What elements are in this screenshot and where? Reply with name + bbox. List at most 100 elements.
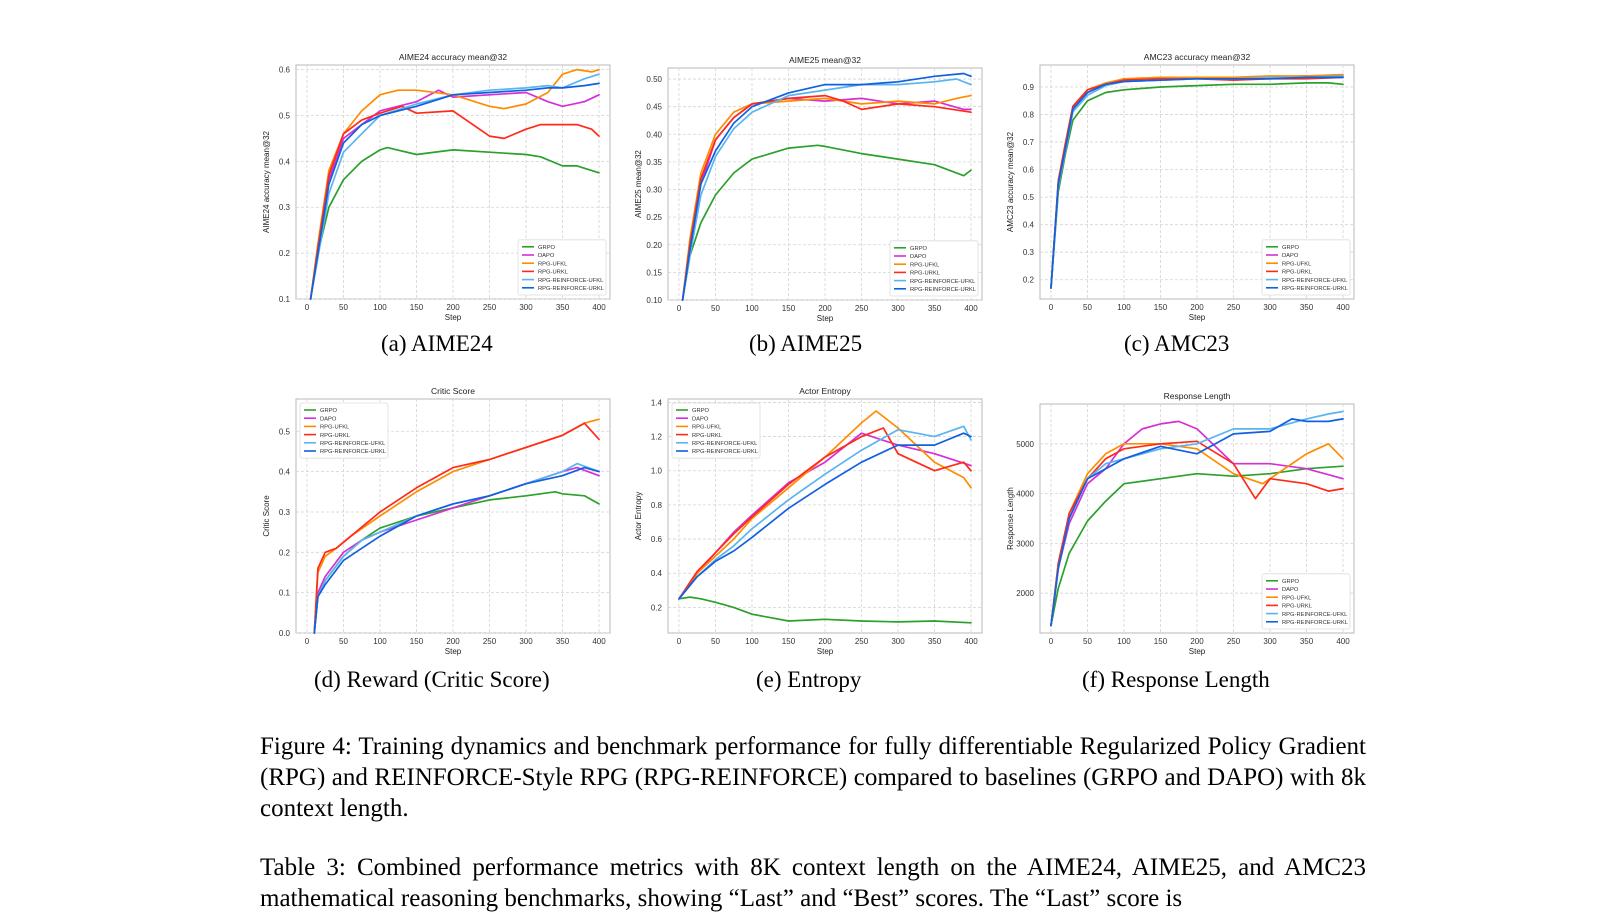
series-line-rpg-urkl (309, 105, 600, 300)
x-tick-label: 350 (1300, 637, 1314, 646)
legend-label: GRPO (692, 408, 710, 414)
x-axis-label: Step (445, 313, 462, 322)
x-tick-label: 150 (782, 637, 796, 646)
y-tick-label: 0.2 (1023, 276, 1035, 285)
legend-label: RPG-URKL (910, 271, 941, 277)
x-tick-label: 50 (711, 637, 720, 646)
y-tick-label: 0.5 (1023, 193, 1035, 202)
legend-label: RPG-UFKL (538, 261, 568, 267)
y-tick-label: 0.1 (279, 589, 291, 598)
y-tick-label: 0.3 (279, 203, 291, 212)
legend-label: DAPO (320, 416, 337, 422)
x-tick-label: 300 (1263, 637, 1277, 646)
figure-grid: 0 50 100 150 200 250 300 350 400 0.1 0.2 0.3 0.4 0.5 0… (262, 52, 1355, 656)
legend-box (889, 240, 979, 297)
x-tick-label: 0 (1049, 303, 1054, 312)
x-tick-label: 250 (483, 303, 497, 312)
legend-label: DAPO (910, 254, 927, 260)
y-tick-label: 0.5 (279, 427, 291, 436)
legend-label: RPG-URKL (1282, 270, 1313, 276)
legend-label: RPG-REINFORCE-UFKL (1282, 612, 1348, 618)
y-tick-label: 0.20 (646, 241, 662, 250)
series-line-grpo (309, 146, 600, 300)
legend-box (517, 239, 607, 296)
x-axis-label: Step (445, 647, 462, 656)
legend-label: GRPO (538, 245, 556, 251)
subcaption-d: (d) Reward (Critic Score) (314, 667, 550, 692)
legend: GRPO DAPO RPG-UFKL RPG-URKL RPG-REINFORCE-UF… (671, 402, 761, 459)
y-tick-label: 1.0 (651, 467, 663, 476)
chart-title: Actor Entropy (799, 386, 851, 396)
series-line-rpg-urkl (681, 94, 972, 301)
x-tick-label: 400 (1336, 637, 1350, 646)
series-line-grpo (681, 144, 972, 301)
y-tick-label: 4000 (1016, 490, 1034, 499)
x-tick-label: 300 (519, 303, 533, 312)
legend: GRPO DAPO RPG-UFKL RPG-URKL RPG-REINFORCE-UF… (517, 239, 607, 296)
y-axis-label: Response Length (1006, 487, 1015, 550)
y-tick-label: 0.0 (279, 629, 291, 638)
x-tick-label: 200 (1190, 637, 1204, 646)
y-tick-label: 3000 (1016, 539, 1034, 548)
y-tick-label: 0.3 (279, 508, 291, 517)
x-tick-label: 100 (1117, 303, 1131, 312)
y-axis-label: AIME25 mean@32 (634, 150, 643, 218)
y-tick-label: 0.4 (651, 569, 663, 578)
x-axis-label: Step (817, 647, 834, 656)
series-line-rpg-urkl (678, 427, 972, 600)
x-tick-label: 50 (339, 303, 348, 312)
y-tick-label: 0.2 (651, 603, 663, 612)
chart-aime24: 0 50 100 150 200 250 300 350 400 0.1 0.2 0.3 0.4 0.5 0… (262, 52, 611, 322)
subcaption-b: (b) AIME25 (749, 331, 863, 356)
legend-box (299, 402, 389, 459)
x-tick-label: 200 (1190, 303, 1204, 312)
y-axis-label: AIME24 accuracy mean@32 (262, 130, 271, 232)
chart-title: Critic Score (431, 386, 475, 396)
legend-label: RPG-URKL (538, 270, 569, 276)
series-line-dapo (1050, 420, 1344, 627)
x-tick-label: 150 (782, 304, 796, 313)
x-tick-label: 300 (891, 637, 905, 646)
y-tick-label: 0.5 (279, 111, 291, 120)
legend-label: GRPO (1282, 579, 1300, 585)
subcaption-e: (e) Entropy (756, 667, 862, 692)
y-tick-label: 2000 (1016, 589, 1034, 598)
chart-aime25: 0 50 100 150 200 250 300 350 400 0.10 0.15 0.20 0.25… (634, 55, 983, 323)
legend-label: RPG-REINFORCE-UFKL (692, 441, 758, 447)
x-tick-label: 300 (891, 304, 905, 313)
x-tick-label: 250 (1227, 637, 1241, 646)
y-tick-label: 0.8 (1023, 111, 1035, 120)
x-tick-label: 350 (928, 637, 942, 646)
legend-box (1261, 573, 1351, 630)
x-tick-label: 350 (1300, 303, 1314, 312)
legend-label: RPG-URKL (320, 433, 351, 439)
chart-critic: 0 50 100 150 200 250 300 350 400 0.0 0.1 0.2 0.3 0.4 0… (262, 386, 611, 656)
legend-label: RPG-UFKL (1282, 261, 1312, 267)
y-tick-label: 0.3 (1023, 248, 1035, 257)
y-tick-label: 0.9 (1023, 83, 1035, 92)
y-tick-label: 0.8 (651, 501, 663, 510)
legend-label: RPG-UFKL (692, 425, 722, 431)
legend: GRPO DAPO RPG-UFKL RPG-URKL RPG-REINFORCE-UF… (1261, 239, 1351, 296)
series-line-rpg-ufkl (681, 94, 972, 301)
x-tick-label: 250 (855, 637, 869, 646)
x-tick-label: 350 (556, 637, 570, 646)
y-tick-label: 0.6 (651, 535, 663, 544)
series-line-dapo (309, 89, 600, 300)
y-tick-label: 0.15 (646, 268, 662, 277)
y-tick-label: 1.2 (651, 433, 663, 442)
x-tick-label: 50 (1083, 637, 1092, 646)
series-line-rpg-reinforce-urkl (681, 72, 972, 301)
series-line-rpg-reinforce-urkl (1050, 418, 1344, 627)
legend-label: RPG-UFKL (1282, 595, 1312, 601)
x-tick-label: 150 (1154, 303, 1168, 312)
legend-label: RPG-REINFORCE-UFKL (538, 278, 604, 284)
legend-label: RPG-URKL (692, 433, 723, 439)
legend: GRPO DAPO RPG-UFKL RPG-URKL RPG-REINFORCE-UF… (1261, 573, 1351, 630)
x-tick-label: 0 (1049, 637, 1054, 646)
legend-box (671, 402, 761, 459)
series-line-rpg-reinforce-urkl (678, 432, 972, 600)
x-tick-label: 300 (519, 637, 533, 646)
y-tick-label: 0.10 (646, 296, 662, 305)
table-caption: Table 3: Combined performance metrics wi… (260, 854, 1366, 912)
